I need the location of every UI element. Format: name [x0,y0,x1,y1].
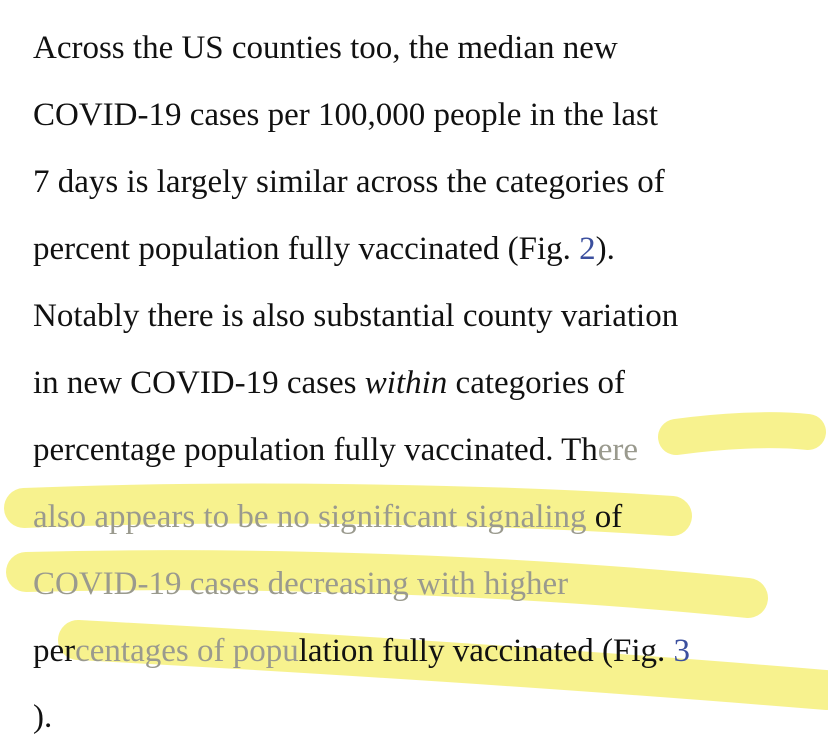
highlighted-text: COVID-19 cases [33,566,268,602]
text-line-1: Across the US counties too, the median n… [33,28,618,68]
text: ). [595,231,615,267]
text: categories of [447,365,626,401]
text: percent population fully vaccinated (Fig… [33,231,580,267]
figure-2-link[interactable]: 2 [579,231,596,267]
text: per [33,633,76,669]
figure-3-link[interactable]: 3 [673,633,691,669]
text: percentage population fully vaccinated. … [33,432,598,468]
text-line-10: percentages of population fully vaccinat… [33,631,690,671]
text: Notably there is also substantial county… [33,298,679,334]
text-line-9: COVID-19 cases decreasing with higher [33,564,568,604]
emphasis-within: within [364,365,448,401]
text: lation fully vaccinated (Fig. [298,633,674,669]
text: ). [33,699,53,735]
text: 7 days is largely similar across the cat… [33,164,665,200]
highlight-stroke-1 [658,412,826,455]
text-line-2: COVID-19 cases per 100,000 people in the… [33,95,658,135]
text: Across the US counties too, the median n… [33,30,618,66]
text: COVID-19 cases per 100,000 people in the… [33,97,659,133]
text-line-6: in new COVID-19 cases within categories … [33,363,625,403]
text-line-11: ). [33,697,52,737]
text: of [586,499,623,535]
text-line-8: also appears to be no significant signal… [33,497,622,537]
highlighted-text: decreasing with higher [267,566,569,602]
highlighted-text: ere [597,432,639,468]
highlighted-text: also appears to be no significant signal… [33,499,587,535]
highlighted-text: centages of popu [75,633,299,669]
text-line-4: percent population fully vaccinated (Fig… [33,229,615,269]
text-line-3: 7 days is largely similar across the cat… [33,162,665,202]
text: in new COVID-19 cases [33,365,365,401]
text-line-5: Notably there is also substantial county… [33,296,678,336]
text-line-7: percentage population fully vaccinated. … [33,430,638,470]
